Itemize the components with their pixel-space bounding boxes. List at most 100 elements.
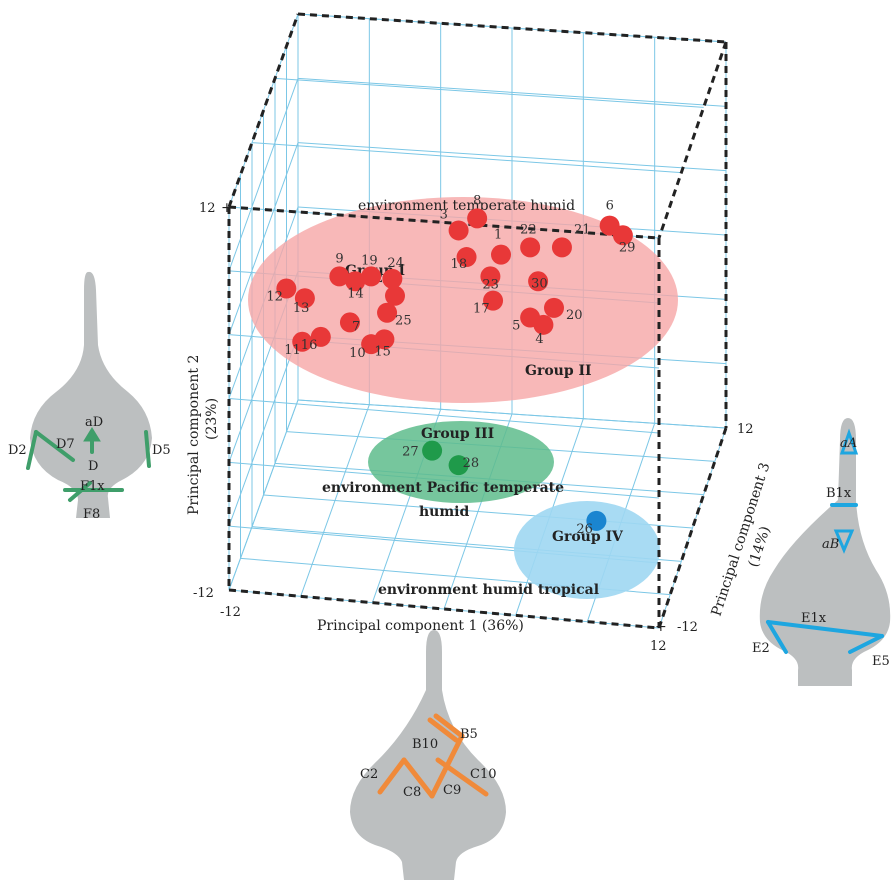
green-label-F8: F8 xyxy=(83,507,100,522)
silhouette-bottom xyxy=(350,630,506,880)
data-point-label-29: 29 xyxy=(619,240,636,255)
x-axis-max-label: 12 xyxy=(650,639,667,654)
grid-line xyxy=(297,13,727,43)
orange-label-C9: C9 xyxy=(443,783,461,798)
data-point-label-24: 24 xyxy=(387,256,404,271)
blue-label-E5: E5 xyxy=(872,654,890,669)
env-tropical-ellipse xyxy=(514,501,660,599)
data-point-25 xyxy=(377,302,398,323)
data-point-18 xyxy=(456,247,477,268)
data-point-label-10: 10 xyxy=(349,346,366,361)
svg-text:Principal component 2: Principal component 2 xyxy=(186,355,202,515)
data-point-26 xyxy=(586,510,607,531)
data-point-label-17: 17 xyxy=(473,302,490,317)
data-point-14 xyxy=(345,271,366,292)
data-point-2 xyxy=(385,285,405,306)
blue-label-E2: E2 xyxy=(752,641,770,656)
grid-line xyxy=(658,427,727,629)
data-point-label-20: 20 xyxy=(566,308,583,323)
svg-text:(23%): (23%) xyxy=(204,398,220,440)
blue-trait-diagram: aA B1x aB E1x E2 E5 xyxy=(752,418,891,686)
z-axis-min-label: -12 xyxy=(677,620,698,635)
silhouette-left xyxy=(30,271,152,518)
data-point-label-23: 23 xyxy=(482,277,499,292)
data-point-label-30: 30 xyxy=(531,276,548,291)
blue-label-aA: aA xyxy=(840,436,857,451)
data-point-label-16: 16 xyxy=(301,338,318,353)
orange-trait-diagram: B5 B10 C2 C10 C8 C9 xyxy=(350,630,506,880)
data-point-8 xyxy=(467,208,488,229)
orange-label-C2: C2 xyxy=(360,767,378,782)
x-axis-title: Principal component 1 (36%) xyxy=(317,618,524,634)
data-point-29 xyxy=(612,225,633,246)
data-point-15 xyxy=(374,329,395,350)
data-point-5 xyxy=(520,307,541,328)
y-axis-max-label: 12 xyxy=(199,201,216,216)
grid-line xyxy=(251,142,682,174)
green-label-D: D xyxy=(88,459,98,474)
group-ii-label: Group II xyxy=(525,363,592,379)
z-axis-max-label: 12 xyxy=(737,422,754,437)
orange-label-B10: B10 xyxy=(412,737,438,752)
data-point-20 xyxy=(544,297,564,318)
tick-mark-x: + xyxy=(655,619,667,635)
blue-label-B1x: B1x xyxy=(826,486,852,501)
x-axis-min-label: -12 xyxy=(220,605,241,620)
data-point-label-15: 15 xyxy=(374,344,391,359)
data-point-30 xyxy=(528,271,549,292)
data-point-11 xyxy=(292,331,313,352)
data-point-label-9: 9 xyxy=(335,251,343,266)
env-temperate-label: environment temperate humid xyxy=(358,198,575,214)
data-point-label-18: 18 xyxy=(451,257,468,272)
data-point-label-26: 26 xyxy=(576,522,593,537)
group-iv-label: Group IV xyxy=(552,529,624,545)
green-label-D5: D5 xyxy=(152,443,171,458)
green-label-D7: D7 xyxy=(56,437,75,452)
tick-mark-y: + xyxy=(221,200,233,216)
orange-label-C10: C10 xyxy=(470,767,497,782)
grid-line xyxy=(228,398,660,434)
green-trait-diagram: aD D7 D2 D5 D F1x F8 xyxy=(8,271,171,522)
data-point-label-11: 11 xyxy=(284,343,301,358)
data-point-label-6: 6 xyxy=(606,199,614,214)
data-point-27 xyxy=(422,440,443,461)
data-point-label-28: 28 xyxy=(463,456,480,471)
data-point-9 xyxy=(329,266,350,287)
orange-label-B5: B5 xyxy=(460,727,478,742)
data-point-23 xyxy=(480,266,501,287)
env-tropical-label: environment humid tropical xyxy=(378,582,599,598)
orange-label-C8: C8 xyxy=(403,785,421,800)
data-point-label-19: 19 xyxy=(361,253,378,268)
y-axis-title: Principal component 2 (23%) xyxy=(186,355,220,515)
data-point-label-1: 1 xyxy=(494,228,502,243)
grid-line xyxy=(274,77,704,108)
silhouette-right xyxy=(759,418,891,686)
data-point-label-14: 14 xyxy=(347,286,364,301)
data-point-17 xyxy=(483,290,504,311)
data-points: 1234567891011121314151617181920212223242… xyxy=(266,193,635,537)
grid-line xyxy=(228,399,299,591)
blue-label-aB: aB xyxy=(822,537,839,552)
data-point-label-5: 5 xyxy=(512,319,520,334)
data-point-label-21: 21 xyxy=(574,222,591,237)
env-pacific-label-line2: humid xyxy=(419,504,469,520)
group-iii-label: Group III xyxy=(421,426,494,442)
data-point-1 xyxy=(491,244,511,265)
data-point-28 xyxy=(448,455,469,476)
data-point-3 xyxy=(448,220,469,241)
green-label-F1x: F1x xyxy=(80,479,105,494)
data-point-label-12: 12 xyxy=(266,290,283,305)
data-point-22 xyxy=(520,237,541,258)
blue-label-E1x: E1x xyxy=(801,611,827,626)
green-label-aD: aD xyxy=(85,415,103,430)
env-pacific-label-line1: environment Pacific temperate xyxy=(322,480,564,496)
data-point-label-13: 13 xyxy=(293,301,310,316)
data-point-19 xyxy=(361,266,382,287)
grid-line xyxy=(297,399,727,429)
data-point-24 xyxy=(382,268,403,289)
box-edges xyxy=(227,12,728,630)
data-point-12 xyxy=(276,278,297,299)
data-point-label-4: 4 xyxy=(535,332,543,347)
y-axis-min-label: -12 xyxy=(193,586,214,601)
